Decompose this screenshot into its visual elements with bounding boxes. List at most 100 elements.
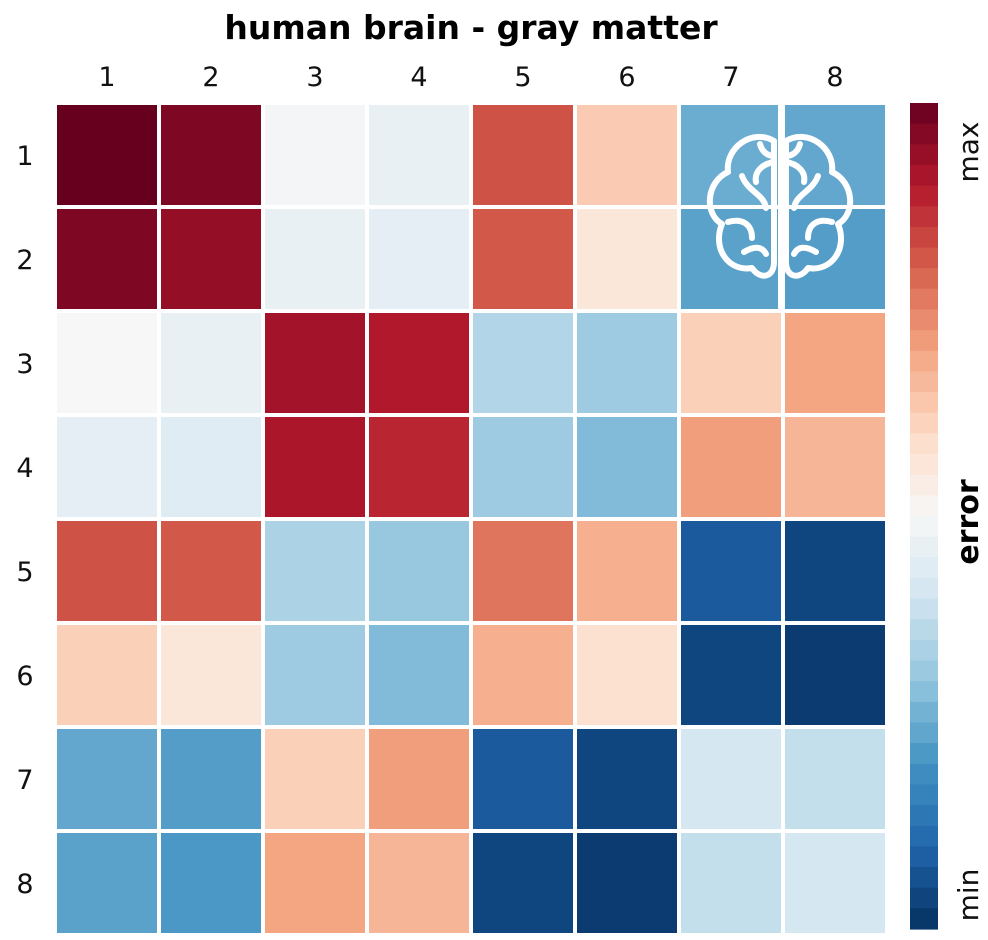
heatmap-cell bbox=[681, 833, 781, 933]
heatmap-cell bbox=[473, 729, 573, 829]
heatmap-cell bbox=[161, 209, 261, 309]
heatmap-cell bbox=[785, 417, 885, 517]
colorbar-band bbox=[910, 825, 938, 847]
colorbar-band bbox=[910, 309, 938, 331]
y-tick-label: 7 bbox=[16, 765, 33, 796]
heatmap-cell bbox=[57, 313, 157, 413]
colorbar-band bbox=[910, 123, 938, 145]
colorbar-band bbox=[910, 743, 938, 765]
colorbar-band bbox=[910, 268, 938, 290]
x-tick-label: 3 bbox=[306, 62, 323, 93]
y-tick-label: 1 bbox=[16, 141, 33, 172]
heatmap-cell bbox=[57, 833, 157, 933]
x-tick-label: 2 bbox=[202, 62, 219, 93]
heatmap-cell bbox=[265, 105, 365, 205]
heatmap-cell bbox=[577, 729, 677, 829]
x-axis-labels: 1 2 3 4 5 6 7 8 bbox=[98, 62, 843, 93]
colorbar-min-label: min bbox=[952, 869, 985, 922]
heatmap-cell bbox=[681, 417, 781, 517]
colorbar-band bbox=[910, 226, 938, 249]
colorbar-band bbox=[910, 206, 938, 228]
heatmap-cell bbox=[57, 105, 157, 205]
colorbar-band bbox=[910, 412, 938, 434]
heatmap-cell bbox=[473, 313, 573, 413]
colorbar-band bbox=[910, 846, 938, 868]
colorbar-band bbox=[910, 433, 938, 455]
y-tick-label: 5 bbox=[16, 557, 33, 588]
colorbar-band bbox=[910, 908, 938, 930]
heatmap-cell bbox=[785, 521, 885, 621]
colorbar-band bbox=[910, 598, 938, 620]
colorbar-band bbox=[910, 660, 938, 682]
heatmap-cell bbox=[265, 521, 365, 621]
heatmap-cell bbox=[161, 729, 261, 829]
heatmap-cell bbox=[577, 625, 677, 725]
colorbar-band bbox=[910, 164, 938, 187]
heatmap-cell bbox=[161, 105, 261, 205]
heatmap-cell bbox=[57, 209, 157, 309]
heatmap-cell bbox=[369, 417, 469, 517]
colorbar-band bbox=[910, 371, 938, 393]
heatmap-cells bbox=[57, 105, 885, 933]
heatmap-cell bbox=[473, 417, 573, 517]
colorbar-band bbox=[910, 144, 938, 166]
heatmap-cell bbox=[369, 521, 469, 621]
heatmap-cell bbox=[161, 521, 261, 621]
colorbar-band bbox=[910, 701, 938, 724]
x-tick-label: 5 bbox=[514, 62, 531, 93]
heatmap-cell bbox=[161, 313, 261, 413]
x-tick-label: 8 bbox=[826, 62, 843, 93]
colorbar-band bbox=[910, 722, 938, 744]
colorbar-band bbox=[910, 247, 938, 269]
colorbar-band bbox=[910, 474, 938, 496]
colorbar-band bbox=[910, 887, 938, 909]
colorbar-band bbox=[910, 577, 938, 600]
y-tick-label: 4 bbox=[16, 453, 33, 484]
y-tick-label: 8 bbox=[16, 869, 33, 900]
heatmap-cell bbox=[369, 625, 469, 725]
colorbar-band bbox=[910, 619, 938, 641]
heatmap-cell bbox=[57, 521, 157, 621]
heatmap-cell bbox=[681, 729, 781, 829]
heatmap-cell bbox=[265, 833, 365, 933]
x-tick-label: 1 bbox=[98, 62, 115, 93]
heatmap-cell bbox=[681, 625, 781, 725]
heatmap-cell bbox=[785, 105, 885, 205]
heatmap-cell bbox=[369, 833, 469, 933]
heatmap-cell bbox=[265, 625, 365, 725]
colorbar-band bbox=[910, 681, 938, 703]
heatmap-cell bbox=[577, 833, 677, 933]
heatmap-cell bbox=[57, 729, 157, 829]
heatmap-cell bbox=[785, 729, 885, 829]
heatmap-cell bbox=[473, 105, 573, 205]
heatmap-cell bbox=[577, 105, 677, 205]
heatmap-cell bbox=[369, 313, 469, 413]
x-tick-label: 7 bbox=[722, 62, 739, 93]
colorbar-band bbox=[910, 763, 938, 786]
y-tick-label: 3 bbox=[16, 349, 33, 380]
colorbar-band bbox=[910, 103, 938, 125]
colorbar bbox=[910, 103, 938, 930]
colorbar-band bbox=[910, 805, 938, 827]
brain-icon bbox=[678, 105, 885, 309]
heatmap-cell bbox=[681, 209, 781, 309]
heatmap-cell bbox=[577, 417, 677, 517]
heatmap-cell bbox=[473, 521, 573, 621]
heatmap-cell bbox=[265, 417, 365, 517]
colorbar-band bbox=[910, 392, 938, 414]
heatmap-cell bbox=[265, 313, 365, 413]
x-tick-label: 6 bbox=[618, 62, 635, 93]
heatmap-cell bbox=[681, 521, 781, 621]
heatmap-cell bbox=[57, 625, 157, 725]
colorbar-band bbox=[910, 639, 938, 662]
colorbar-max-label: max bbox=[952, 121, 985, 182]
heatmap-cell bbox=[369, 209, 469, 309]
heatmap-cell bbox=[785, 313, 885, 413]
heatmap-cell bbox=[473, 833, 573, 933]
heatmap-cell bbox=[473, 209, 573, 309]
colorbar-band bbox=[910, 867, 938, 889]
colorbar-band bbox=[910, 557, 938, 579]
colorbar-title: error bbox=[951, 479, 986, 565]
colorbar-band bbox=[910, 454, 938, 476]
